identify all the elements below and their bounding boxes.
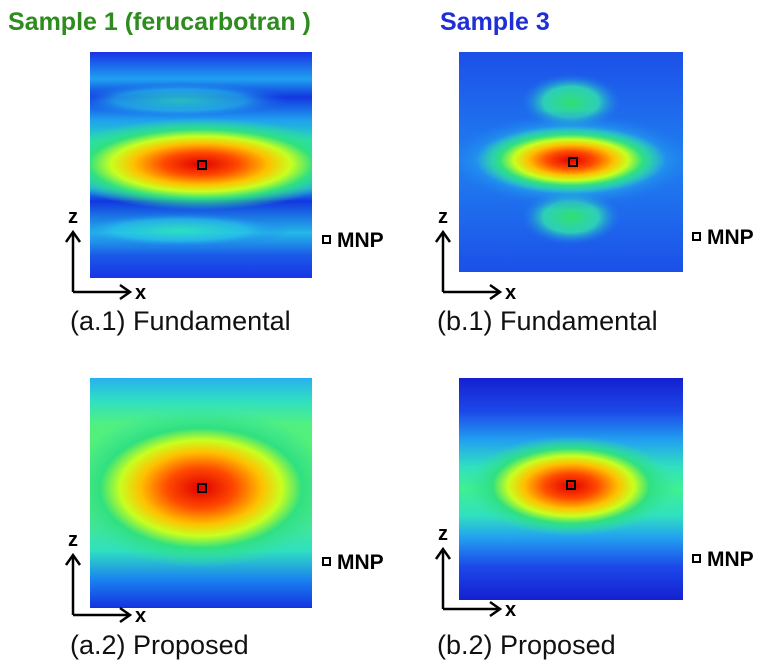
mnp-legend-b2: MNP bbox=[692, 548, 754, 572]
axis-z-label: z bbox=[68, 206, 78, 228]
axes-b2: z x bbox=[434, 523, 516, 621]
square-marker-icon bbox=[322, 234, 331, 244]
axis-x-label: x bbox=[505, 282, 516, 304]
caption-a1: (a.1) Fundamental bbox=[70, 306, 291, 336]
axes-a2: z x bbox=[64, 529, 146, 627]
heatmap-a2 bbox=[90, 378, 312, 608]
axis-x-label: x bbox=[135, 282, 146, 304]
mnp-label: MNP bbox=[337, 551, 384, 574]
mnp-legend-a1: MNP bbox=[322, 229, 384, 253]
mnp-legend-b1: MNP bbox=[692, 226, 754, 250]
mnp-marker-a2 bbox=[197, 483, 207, 493]
axes-a1: z x bbox=[64, 206, 146, 304]
square-marker-icon bbox=[692, 231, 701, 241]
square-marker-icon bbox=[692, 553, 701, 563]
mnp-marker-b1 bbox=[568, 157, 578, 167]
caption-b1: (b.1) Fundamental bbox=[437, 306, 658, 336]
mnp-marker-b2 bbox=[566, 480, 576, 490]
mnp-label: MNP bbox=[707, 548, 754, 571]
heatmap-b2 bbox=[459, 378, 683, 600]
caption-a2: (a.2) Proposed bbox=[70, 630, 249, 660]
mnp-marker-a1 bbox=[197, 160, 207, 170]
axis-z-label: z bbox=[68, 529, 78, 551]
mnp-label: MNP bbox=[707, 226, 754, 249]
mnp-legend-a2: MNP bbox=[322, 551, 384, 575]
axis-z-label: z bbox=[438, 523, 448, 545]
mnp-label: MNP bbox=[337, 229, 384, 252]
axis-x-label: x bbox=[135, 605, 146, 627]
sample3-title: Sample 3 bbox=[440, 8, 550, 36]
axis-x-label: x bbox=[505, 599, 516, 621]
axis-z-label: z bbox=[438, 206, 448, 228]
axes-b1: z x bbox=[434, 206, 516, 304]
heatmap-a1 bbox=[90, 52, 312, 278]
heatmap-b1 bbox=[459, 52, 683, 272]
sample1-title: Sample 1 (ferucarbotran ) bbox=[8, 8, 311, 36]
caption-b2: (b.2) Proposed bbox=[437, 630, 616, 660]
square-marker-icon bbox=[322, 556, 331, 566]
